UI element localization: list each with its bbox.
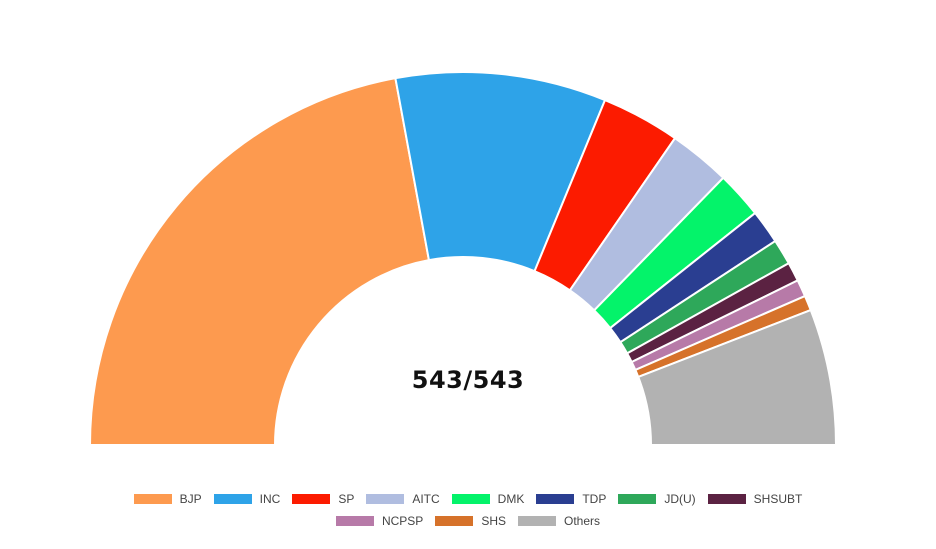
legend-label: DMK — [497, 492, 525, 506]
legend-item[interactable]: Others — [518, 514, 600, 528]
legend-item[interactable]: DMK — [451, 492, 525, 506]
legend-swatch — [618, 494, 657, 504]
legend-label: AITC — [412, 492, 440, 506]
slice-bjp[interactable] — [88, 77, 431, 446]
legend-item[interactable]: JD(U) — [618, 492, 696, 506]
legend-item[interactable]: NCPSP — [335, 514, 424, 528]
legend-item[interactable]: BJP — [133, 492, 202, 506]
legend-swatch — [707, 494, 746, 504]
legend-label: SHS — [481, 514, 506, 528]
legend-label: TDP — [582, 492, 607, 506]
legend-item[interactable]: TDP — [536, 492, 606, 506]
legend-item[interactable]: SP — [292, 492, 354, 506]
legend-swatch — [292, 494, 331, 504]
legend-label: BJP — [179, 492, 202, 506]
legend-item[interactable]: AITC — [366, 492, 440, 506]
legend-swatch — [213, 494, 252, 504]
slice-others[interactable] — [636, 308, 838, 446]
legend-swatch — [518, 516, 556, 526]
legend-row: BJP INC SP AITC DMK TDP JD(U) SHSUBT — [0, 492, 936, 506]
legend-label: SHSUBT — [753, 492, 803, 506]
legend-swatch — [435, 516, 474, 526]
legend-row: NCPSP SHS Others — [0, 514, 936, 528]
legend-swatch — [335, 516, 374, 526]
legend-swatch — [536, 494, 575, 504]
legend-item[interactable]: SHSUBT — [707, 492, 803, 506]
legend-swatch — [366, 494, 405, 504]
legend-swatch — [451, 494, 490, 504]
legend-item[interactable]: SHS — [435, 514, 506, 528]
legend-label: Others — [564, 514, 601, 528]
legend-label: JD(U) — [664, 492, 696, 506]
legend-label: SP — [338, 492, 355, 506]
legend-item[interactable]: INC — [213, 492, 281, 506]
legend-swatch — [133, 494, 172, 504]
seat-total-label: 543/543 — [411, 366, 525, 394]
legend-label: NCPSP — [381, 514, 424, 528]
legend-label: INC — [259, 492, 281, 506]
